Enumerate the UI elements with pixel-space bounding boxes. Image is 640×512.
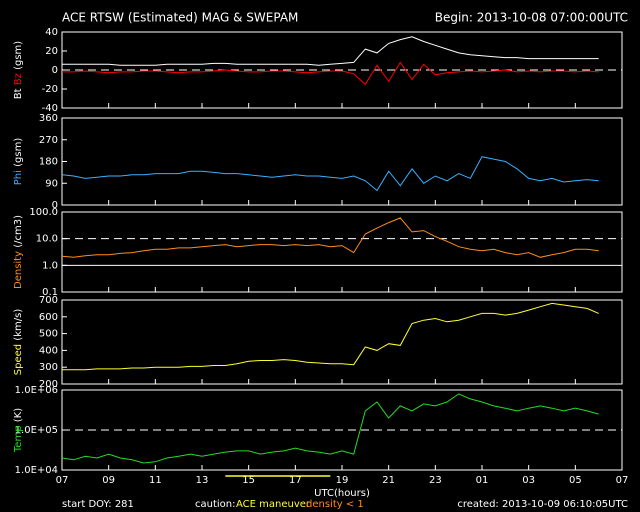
footer-maneuver: ACE maneuver: [236, 499, 311, 510]
y-tick-label: 200: [39, 379, 58, 390]
y-unit: (/cm3): [13, 215, 24, 248]
y-tick-label: 180: [39, 157, 58, 168]
legend-entry: Density: [13, 251, 24, 289]
y-tick-label: 300: [39, 362, 58, 373]
y-tick-label: 100.0: [29, 207, 58, 218]
y-tick-label: 500: [39, 329, 58, 340]
x-tick-label: 21: [382, 475, 395, 486]
legend-entry: Bt: [13, 88, 24, 99]
y-tick-label: 10.0: [36, 234, 58, 245]
y-tick-label: 360: [39, 113, 58, 124]
y-axis-label: Density (/cm3): [13, 215, 24, 289]
legend-entry: Phi: [13, 170, 24, 185]
y-tick-label: 90: [45, 178, 58, 189]
data-line: [62, 61, 599, 86]
data-line: [62, 36, 599, 66]
y-axis-label: Speed (km/s): [13, 309, 24, 376]
x-tick-label: 03: [522, 475, 535, 486]
y-tick-label: 20: [45, 46, 58, 57]
y-unit: (km/s): [13, 309, 24, 341]
legend-entry: Speed: [13, 344, 24, 375]
x-tick-label: 17: [289, 475, 302, 486]
y-tick-label: 1.0E+06: [15, 385, 58, 396]
data-line: [62, 302, 599, 371]
y-unit: (gsm): [13, 138, 24, 167]
y-tick-label: 400: [39, 345, 58, 356]
y-tick-label: 1.0E+05: [15, 425, 58, 436]
x-tick-label: 01: [476, 475, 489, 486]
y-tick-label: 0: [52, 65, 58, 76]
y-tick-label: 40: [45, 27, 58, 38]
y-tick-label: 600: [39, 312, 58, 323]
x-tick-label: 13: [196, 475, 209, 486]
legend-entry: Temp: [13, 425, 24, 453]
panel-frame: [61, 299, 623, 385]
y-tick-label: 1.0: [42, 260, 58, 271]
data-line: [61, 156, 599, 192]
data-line: [61, 393, 599, 464]
panel-frame: [61, 117, 623, 206]
x-axis-label: UTC(hours): [314, 488, 370, 499]
x-tick-label: 23: [429, 475, 442, 486]
x-tick-label: 15: [242, 475, 255, 486]
y-unit: (K): [13, 408, 24, 422]
footer-start: start DOY: 281: [62, 499, 134, 510]
y-unit: (gsm): [13, 41, 24, 70]
y-tick-label: -20: [42, 84, 58, 95]
footer-density: density < 1: [306, 499, 364, 510]
x-tick-label: 05: [569, 475, 582, 486]
panel-frame: [61, 211, 623, 293]
legend-entry: Bz: [13, 73, 24, 85]
y-tick-label: 270: [39, 135, 58, 146]
x-tick-label: 11: [149, 475, 162, 486]
y-tick-label: 0: [52, 200, 58, 211]
y-tick-label: 0.1: [42, 287, 58, 298]
y-axis-label: Phi (gsm): [13, 138, 24, 186]
y-axis-label: Temp (K): [13, 408, 24, 453]
y-tick-label: -40: [42, 103, 58, 114]
y-tick-label: 1.0E+04: [15, 465, 58, 476]
x-tick-label: 07: [56, 475, 69, 486]
chart-subtitle: Begin: 2013-10-08 07:00:00UTC: [435, 11, 628, 25]
y-tick-label: 700: [39, 295, 58, 306]
data-line: [61, 217, 599, 258]
chart-title: ACE RTSW (Estimated) MAG & SWEPAM: [62, 11, 298, 25]
x-tick-label: 09: [102, 475, 115, 486]
footer-caution: caution:: [195, 499, 236, 510]
y-axis-label: Bt Bz (gsm): [13, 41, 24, 99]
x-tick-label: 19: [336, 475, 349, 486]
footer-created: created: 2013-10-09 06:10:05UTC: [457, 499, 628, 510]
x-tick-label: 07: [616, 475, 629, 486]
